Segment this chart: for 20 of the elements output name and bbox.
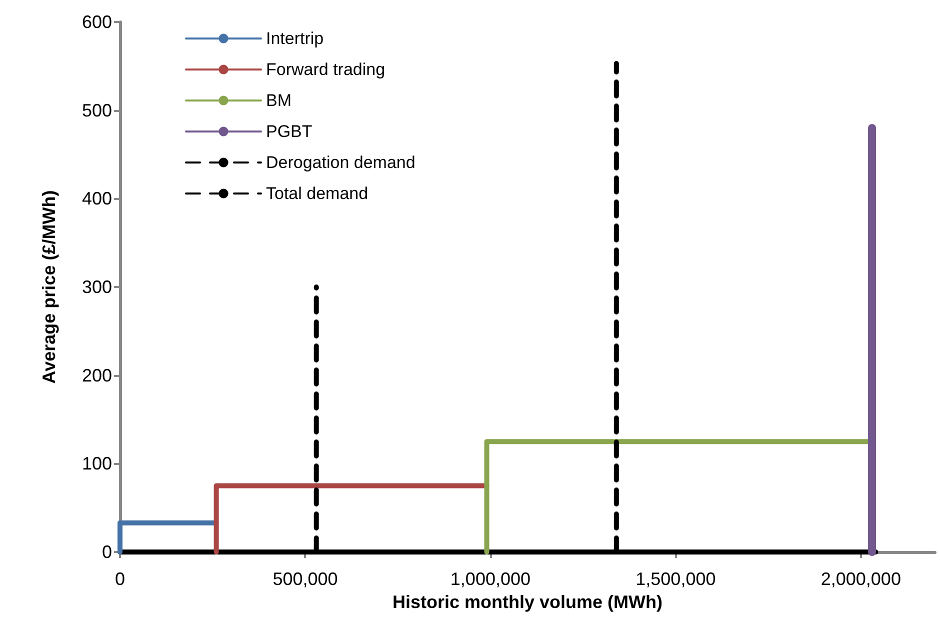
x-tick-label: 500,000	[272, 569, 338, 589]
legend-label: Intertrip	[266, 29, 324, 48]
x-tick-label: 0	[114, 569, 126, 589]
y-tick-label: 300	[82, 277, 112, 297]
legend-label: Derogation demand	[266, 153, 416, 172]
y-tick-label: 500	[82, 100, 112, 120]
x-tick-label: 2,000,000	[820, 569, 901, 589]
y-tick-label: 200	[82, 365, 112, 386]
y-tick-label: 100	[82, 454, 112, 474]
x-tick-label: 1,500,000	[636, 569, 716, 589]
legend-label: Total demand	[266, 184, 368, 203]
legend-label: BM	[266, 91, 292, 110]
legend-label: Forward trading	[266, 60, 386, 79]
y-axis-title: Average price (£/MWh)	[39, 190, 59, 384]
y-tick-label: 600	[82, 12, 112, 32]
legend-label: PGBT	[266, 122, 312, 141]
y-tick-label: 0	[102, 542, 112, 562]
x-tick-label: 1,000,000	[450, 569, 530, 589]
x-axis-title: Historic monthly volume (MWh)	[392, 592, 663, 612]
y-tick-label: 400	[82, 188, 112, 209]
